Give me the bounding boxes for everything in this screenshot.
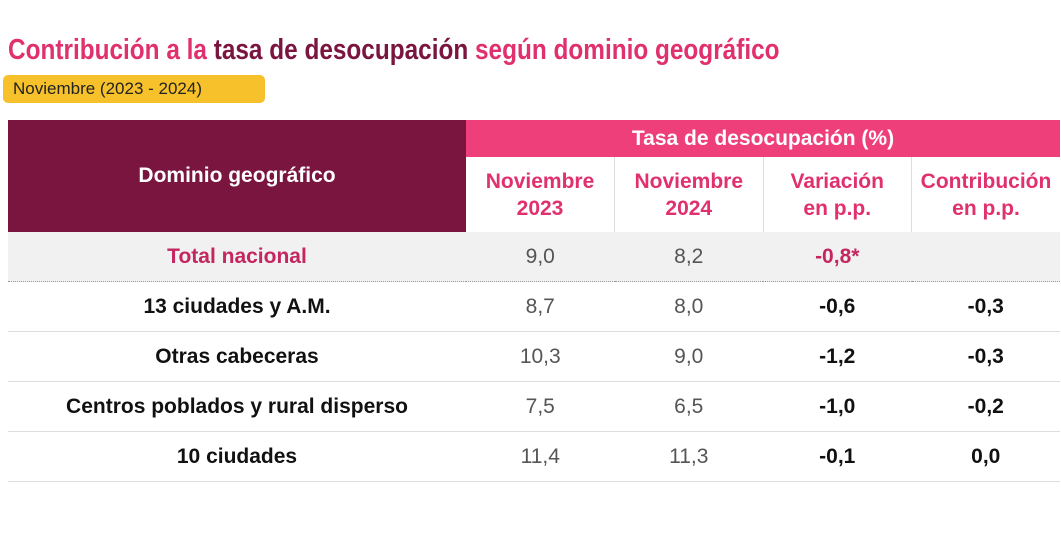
table-cell: 0,0 bbox=[911, 431, 1060, 482]
table-cell: 8,7 bbox=[466, 281, 615, 332]
table-cell: -0,6 bbox=[763, 281, 912, 332]
table-row: 10 ciudades 11,4 11,3 -0,1 0,0 bbox=[8, 431, 1060, 482]
column-header-line: Variación bbox=[790, 169, 884, 193]
row-header: Dominio geográfico bbox=[8, 120, 466, 232]
table-row: Total nacional 9,0 8,2 -0,8* bbox=[8, 232, 1060, 282]
row-label: 10 ciudades bbox=[8, 431, 466, 482]
table-cell: -1,0 bbox=[763, 381, 912, 432]
table-cell: -0,1 bbox=[763, 431, 912, 482]
title-part: según dominio geográfico bbox=[475, 34, 780, 66]
column-header: Variación en p.p. bbox=[762, 157, 912, 232]
table-row: Centros poblados y rural disperso 7,5 6,5-… bbox=[8, 381, 1060, 432]
table-cell: 8,0 bbox=[614, 281, 763, 332]
title-part: Contribución a la bbox=[8, 34, 207, 66]
table-cell: 9,0 bbox=[614, 331, 763, 382]
column-header-line: Noviembre bbox=[634, 169, 744, 193]
column-header-line: Noviembre bbox=[485, 169, 595, 193]
group-header: Tasa de desocupación (%) bbox=[466, 120, 1060, 157]
column-header: Noviembre 2023 bbox=[466, 157, 615, 232]
table-cell bbox=[911, 232, 1060, 282]
row-label: Total nacional bbox=[8, 232, 466, 282]
column-header-line: en p.p. bbox=[803, 196, 872, 220]
table-cell: -0,2 bbox=[911, 381, 1060, 432]
title-part: tasa de desocupación bbox=[213, 34, 469, 66]
subtitle-badge: Noviembre (2023 - 2024) bbox=[3, 75, 265, 103]
table-cell: -0,3 bbox=[911, 281, 1060, 332]
row-label: Otras cabeceras bbox=[8, 331, 466, 382]
table-cell: 6,5 bbox=[614, 381, 763, 432]
table-cell: 11,4 bbox=[466, 431, 615, 482]
column-header-line: 2024 bbox=[665, 196, 713, 220]
data-table: Dominio geográfico Tasa de desocupación … bbox=[8, 120, 1060, 482]
table-cell: 9,0 bbox=[466, 232, 615, 282]
column-header: Contribución en p.p. bbox=[911, 157, 1060, 232]
table-cell: 11,3 bbox=[614, 431, 763, 482]
row-label: 13 ciudades y A.M. bbox=[8, 281, 466, 332]
table-cell: 8,2 bbox=[614, 232, 763, 282]
table-row: 13 ciudades y A.M. 8,7 8,0 -0,6 -0,3 bbox=[8, 281, 1060, 332]
title: Contribución a la tasa de desocupación s… bbox=[8, 34, 780, 67]
column-header: Noviembre 2024 bbox=[614, 157, 763, 232]
table-cell: 7,5 bbox=[466, 381, 615, 432]
row-label: Centros poblados y rural disperso bbox=[8, 381, 466, 432]
column-header-line: en p.p. bbox=[952, 196, 1020, 220]
table-row: Otras cabeceras 10,3 9,0 -1,2 -0,3 bbox=[8, 331, 1060, 382]
column-header-line: 2023 bbox=[516, 196, 564, 220]
table-cell: -1,2 bbox=[763, 331, 912, 382]
table-cell: -0,8* bbox=[763, 232, 912, 282]
table-cell: 10,3 bbox=[466, 331, 615, 382]
table-cell: -0,3 bbox=[911, 331, 1060, 382]
column-header-line: Contribución bbox=[920, 169, 1052, 193]
